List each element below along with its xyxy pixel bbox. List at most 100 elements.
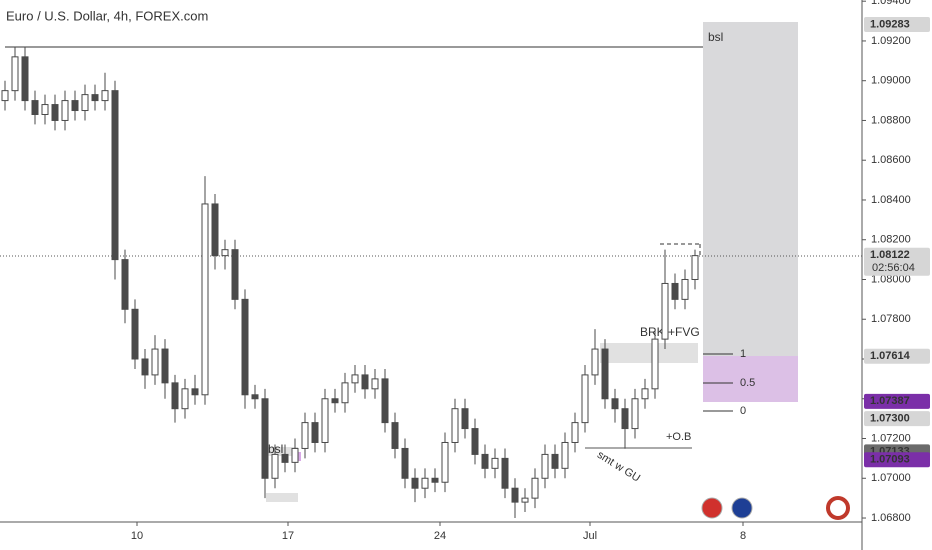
- candle-body: [311, 422, 319, 443]
- candle-body: [651, 338, 659, 390]
- candle-body: [221, 249, 229, 257]
- candle-body: [101, 90, 109, 102]
- candle-body: [71, 100, 79, 112]
- stop-zone: [703, 356, 798, 402]
- candle-body: [511, 487, 519, 503]
- candle-body: [321, 398, 329, 443]
- candle-body: [451, 408, 459, 443]
- candle-body: [611, 398, 619, 410]
- price-label: 1.07093: [870, 454, 910, 466]
- candle-body: [361, 374, 369, 390]
- y-tick-label: 1.07800: [871, 313, 911, 325]
- candle-body: [51, 104, 59, 121]
- event-icon[interactable]: [701, 497, 723, 519]
- candle-body: [501, 457, 509, 489]
- candle-body: [331, 398, 339, 404]
- candle-body: [351, 374, 359, 384]
- candle-body: [671, 282, 679, 300]
- candle-body: [631, 398, 639, 430]
- price-label: 1.07387: [870, 395, 910, 407]
- candle-body: [131, 308, 139, 360]
- price-label: 1.07614: [870, 350, 911, 362]
- fib-label: 0.5: [740, 377, 755, 389]
- candle-body: [601, 348, 609, 400]
- y-tick-label: 1.09400: [871, 0, 911, 7]
- y-tick-label: 1.06800: [871, 512, 911, 524]
- candle-body: [231, 249, 239, 300]
- candle-body: [41, 104, 49, 115]
- price-label: 1.09283: [870, 18, 910, 30]
- y-tick-label: 1.07200: [871, 432, 911, 444]
- candle-body: [261, 398, 269, 479]
- candle-body: [551, 453, 559, 469]
- fib-label: 0: [740, 405, 746, 417]
- candle-body: [481, 453, 489, 469]
- candle-body: [61, 100, 69, 121]
- candle-body: [301, 422, 309, 449]
- fvg-zone: [600, 343, 698, 363]
- candle-body: [91, 94, 99, 102]
- candle-body: [561, 441, 569, 469]
- candle-body: [691, 255, 699, 280]
- y-tick-label: 1.08600: [871, 154, 911, 166]
- candle-body: [471, 428, 479, 455]
- y-tick-label: 1.08800: [871, 114, 911, 126]
- event-icon[interactable]: [731, 497, 753, 519]
- y-tick-label: 1.08000: [871, 273, 911, 285]
- price-label: 1.07300: [870, 413, 910, 425]
- candle-body: [181, 388, 189, 410]
- countdown: 02:56:04: [872, 262, 915, 274]
- y-tick-label: 1.08400: [871, 194, 911, 206]
- candle-body: [681, 278, 689, 300]
- x-tick-label: 17: [282, 530, 294, 542]
- candle-body: [371, 378, 379, 390]
- candle-body: [571, 422, 579, 443]
- fib-label: 1: [740, 348, 746, 360]
- candle-body: [21, 56, 29, 102]
- candle-body: [341, 382, 349, 404]
- candle-body: [541, 453, 549, 479]
- candle-body: [521, 497, 529, 503]
- y-tick-label: 1.09200: [871, 35, 911, 47]
- bsl-zone: [262, 447, 298, 456]
- candle-body: [281, 453, 289, 463]
- candle-body: [581, 374, 589, 424]
- price-label-box: [864, 393, 930, 409]
- y-tick-label: 1.07000: [871, 472, 911, 484]
- annotation: bsl: [268, 442, 283, 456]
- candle-body: [1, 90, 9, 102]
- price-label-box: [864, 247, 930, 276]
- annotation: bsl: [708, 30, 723, 44]
- candle-body: [531, 477, 539, 499]
- candle-body: [401, 447, 409, 479]
- annotation: +O.B: [666, 431, 691, 443]
- candle-body: [241, 298, 249, 396]
- candle-body: [441, 441, 449, 483]
- candle-body: [381, 378, 389, 424]
- candle-body: [411, 477, 419, 489]
- x-tick-label: 8: [740, 530, 746, 542]
- price-label-box: [864, 452, 930, 468]
- y-tick-label: 1.09000: [871, 75, 911, 87]
- candle-body: [141, 358, 149, 376]
- ob-zone: [266, 493, 298, 502]
- candle-body: [201, 203, 209, 396]
- candle-body: [211, 203, 219, 257]
- candle-body: [661, 282, 669, 340]
- price-label-box: [864, 348, 930, 364]
- price-label: 1.08122: [870, 249, 910, 261]
- candle-body: [431, 477, 439, 483]
- candle-body: [11, 56, 19, 92]
- candle-body: [461, 408, 469, 430]
- candle-body: [421, 477, 429, 489]
- candle-body: [271, 453, 279, 479]
- y-tick-label: 1.08200: [871, 234, 911, 246]
- candle-body: [491, 457, 499, 469]
- target-zone: [703, 22, 798, 356]
- candle-body: [591, 348, 599, 376]
- candle-body: [171, 382, 179, 410]
- chart-title: Euro / U.S. Dollar, 4h, FOREX.com: [6, 8, 208, 23]
- event-icon[interactable]: [826, 496, 850, 520]
- candle-body: [111, 90, 119, 261]
